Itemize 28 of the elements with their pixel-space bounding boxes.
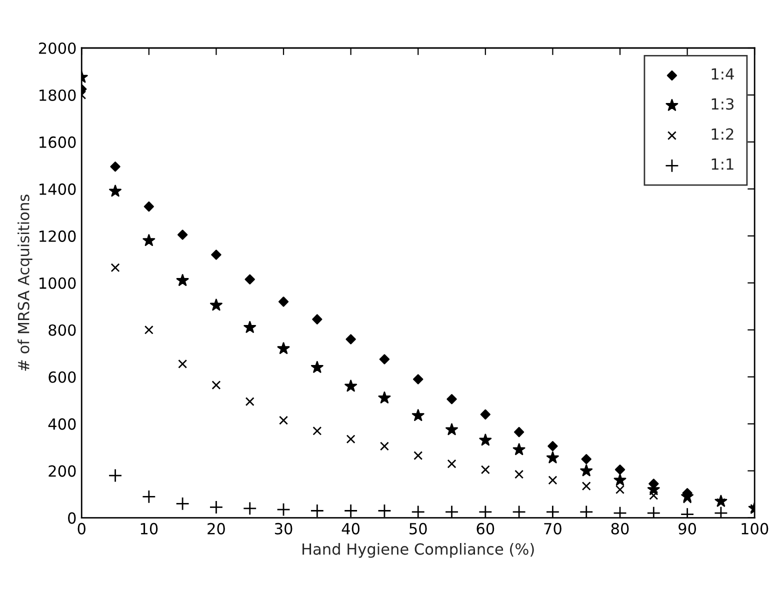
y-tick-label: 600 (48, 371, 76, 383)
y-tick-label: 0 (68, 512, 76, 524)
y-tick-label: 800 (48, 324, 76, 336)
x-tick-label: 40 (342, 522, 360, 534)
x-tick-label: 100 (742, 522, 768, 534)
legend-label: 1:3 (712, 98, 734, 110)
legend-label: 1:1 (712, 158, 734, 170)
x-tick-label: 70 (544, 522, 562, 534)
y-tick-label: 1600 (40, 136, 76, 148)
legend-label: 1:2 (712, 128, 734, 140)
x-tick-label: 20 (208, 522, 225, 534)
y-tick-label: 2000 (38, 42, 76, 54)
x-tick-label: 10 (140, 522, 158, 534)
x-tick-label: 80 (611, 522, 629, 534)
y-tick-label: 1200 (40, 230, 76, 242)
x-tick-label: 90 (678, 522, 696, 534)
legend-label: 1:4 (712, 68, 734, 80)
y-tick-label: 1800 (40, 89, 76, 101)
x-tick-label: 0 (78, 522, 86, 534)
x-tick-label: 50 (410, 522, 427, 534)
y-axis-title: # of MRSA Acquisitions (18, 194, 32, 371)
y-tick-label: 400 (48, 418, 76, 430)
y-tick-label: 1000 (40, 277, 76, 289)
x-tick-label: 60 (476, 522, 494, 534)
x-axis-title: Hand Hygiene Compliance (%) (302, 543, 534, 558)
y-tick-label: 1400 (40, 183, 76, 195)
y-tick-label: 200 (48, 465, 76, 477)
x-tick-label: 30 (274, 522, 292, 534)
